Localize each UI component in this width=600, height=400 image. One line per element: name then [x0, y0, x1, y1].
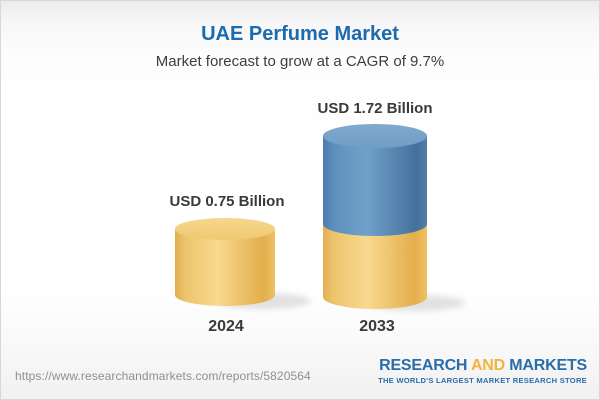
- value-label-2024: USD 0.75 Billion: [169, 193, 285, 210]
- category-label-2024: 2024: [208, 318, 244, 335]
- page-subtitle: Market forecast to grow at a CAGR of 9.7…: [155, 53, 445, 70]
- report-url[interactable]: https://www.researchandmarkets.com/repor…: [15, 369, 311, 383]
- value-label-2033: USD 1.72 Billion: [317, 100, 433, 117]
- bar-2024-cylinder: [175, 218, 275, 306]
- bar-2033-base-segment: [323, 224, 427, 309]
- page-title: UAE Perfume Market: [201, 23, 399, 45]
- logo-word-and: AND: [470, 357, 506, 374]
- logo-word-markets: MARKETS: [509, 357, 587, 374]
- logo-wordmark: RESEARCH AND MARKETS: [378, 357, 587, 375]
- logo-tagline: THE WORLD'S LARGEST MARKET RESEARCH STOR…: [378, 376, 587, 385]
- bar-2033-growth-segment: [323, 136, 427, 236]
- research-and-markets-logo[interactable]: RESEARCH AND MARKETS THE WORLD'S LARGEST…: [378, 357, 587, 385]
- category-label-2033: 2033: [359, 318, 395, 335]
- logo-word-research: RESEARCH: [379, 357, 468, 374]
- bar-2033-cylinder: [323, 124, 427, 309]
